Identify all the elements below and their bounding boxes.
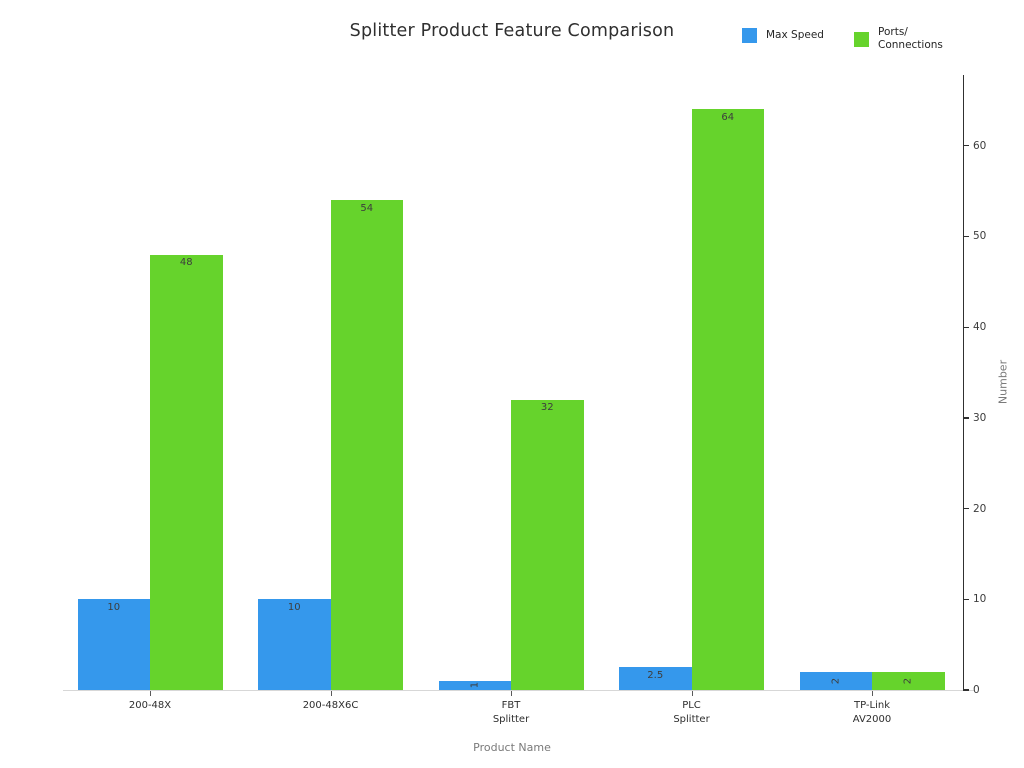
bar-ports-connections-fbt-splitter (511, 399, 584, 690)
bar-value-label: 2 (902, 677, 914, 685)
y-tick-label: 0 (973, 684, 980, 696)
x-tick-label-fbt-splitter: FBT Splitter (492, 700, 530, 725)
legend-swatch-icon (854, 31, 869, 47)
bar-max-speed-tp-link-av2000 (799, 671, 872, 690)
y-tick-mark (963, 417, 969, 419)
x-tick-mark (150, 691, 152, 696)
bar-value-label: 2 (830, 677, 842, 685)
bar-ports-connections-tp-link-av2000 (872, 671, 945, 690)
x-tick-label-200-48x: 200-48X (128, 700, 172, 711)
bar-max-speed-plc-splitter (619, 667, 692, 690)
bar-value-label: 32 (540, 402, 554, 414)
bar-max-speed-200-48x6c (258, 599, 331, 690)
y-tick-mark (963, 326, 969, 328)
bar-value-label: 54 (360, 202, 374, 214)
y-tick-mark (963, 145, 969, 147)
bar-value-label: 2.5 (647, 669, 664, 681)
x-axis-label: Product Name (473, 741, 551, 754)
legend-item-ports: Ports/ Connections (854, 26, 943, 52)
bar-value-label: 10 (107, 601, 121, 613)
x-tick-mark (872, 691, 874, 696)
x-axis-line (63, 689, 975, 692)
y-tick-label: 40 (973, 321, 987, 334)
chart-title: Splitter Product Feature Comparison (349, 21, 675, 41)
legend-swatch-icon (742, 28, 757, 43)
y-tick-label: 20 (973, 502, 987, 515)
x-tick-label-200-48x6c: 200-48X6C (302, 700, 359, 711)
x-tick-mark (691, 691, 693, 696)
bar-ports-connections-200-48x (150, 254, 223, 690)
bar-value-label: 64 (721, 111, 735, 123)
legend-item-label: Ports/ Connections (878, 26, 943, 51)
y-tick-label: 30 (973, 411, 987, 424)
y-axis-label: Number (996, 359, 1010, 405)
y-tick-mark (963, 689, 969, 691)
y-tick-label: 60 (973, 139, 987, 152)
x-tick-label-plc-splitter: PLC Splitter (673, 700, 710, 725)
x-tick-label-tp-link-av2000: TP-Link AV2000 (852, 700, 892, 725)
x-tick-mark (330, 691, 332, 696)
y-tick-mark (963, 598, 969, 600)
bar-value-label: 48 (179, 257, 193, 269)
y-tick-label: 50 (973, 230, 987, 243)
x-tick-mark (511, 691, 513, 696)
bar-max-speed-200-48x (77, 599, 150, 690)
y-tick-mark (963, 507, 969, 510)
y-axis-line (963, 75, 965, 691)
bar-ports-connections-plc-splitter (691, 109, 764, 690)
bar-max-speed-fbt-splitter (438, 680, 511, 690)
bar-ports-connections-200-48x6c (330, 200, 403, 690)
bar-value-label: 10 (287, 601, 301, 613)
legend-item-max-speed: Max Speed (742, 28, 824, 43)
y-tick-label: 10 (973, 593, 987, 606)
bar-value-label: 1 (469, 682, 481, 689)
legend-item-label: Max Speed (766, 29, 824, 41)
y-tick-mark (963, 235, 969, 238)
